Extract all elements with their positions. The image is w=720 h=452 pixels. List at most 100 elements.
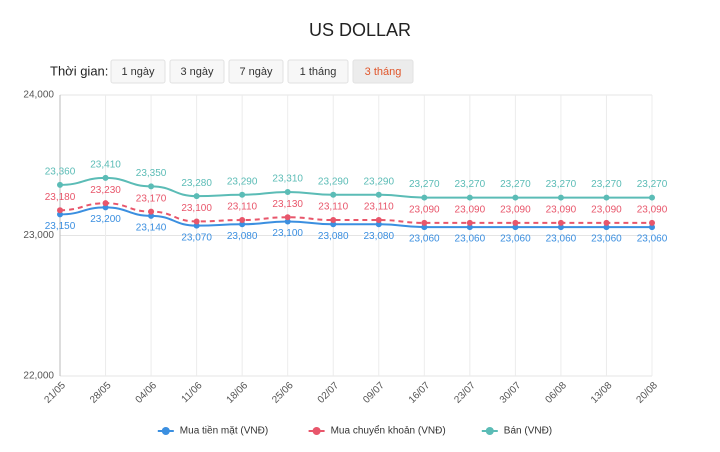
value-label: 23,130 (272, 199, 303, 210)
data-point (330, 221, 337, 228)
legend-marker (161, 427, 170, 435)
data-point (603, 219, 610, 226)
legend-marker (312, 427, 321, 435)
value-label: 23,350 (136, 168, 167, 179)
data-point (284, 218, 291, 225)
data-point (466, 219, 473, 226)
x-tick-label: 06/08 (543, 380, 569, 406)
value-label: 23,270 (500, 179, 531, 190)
value-label: 23,200 (90, 214, 121, 225)
value-label: 23,110 (364, 202, 394, 213)
value-label: 23,080 (363, 231, 394, 242)
data-point (649, 194, 655, 201)
value-label: 23,060 (546, 234, 577, 245)
value-label: 23,270 (591, 179, 622, 190)
x-tick-label: 25/06 (270, 380, 296, 406)
data-point (148, 183, 155, 190)
value-label: 23,170 (136, 193, 167, 204)
value-label: 23,090 (455, 204, 486, 215)
data-point (649, 224, 655, 231)
chart-title: US DOLLAR (309, 20, 411, 40)
value-label: 23,290 (363, 176, 394, 187)
period-button-label[interactable]: 3 ngày (180, 66, 214, 78)
data-point (330, 191, 337, 198)
data-point (57, 181, 63, 188)
value-label: 23,280 (181, 178, 212, 189)
period-button[interactable] (228, 59, 284, 84)
data-point (375, 191, 382, 198)
data-point (421, 194, 428, 201)
value-label: 23,090 (637, 204, 668, 215)
value-label: 23,360 (45, 167, 76, 178)
value-label: 23,100 (181, 203, 212, 214)
data-point (603, 194, 610, 201)
data-point (330, 217, 337, 224)
value-label: 23,060 (591, 234, 622, 245)
x-tick-label: 16/07 (407, 380, 433, 406)
x-tick-label: 09/07 (361, 380, 387, 406)
x-tick-label: 23/07 (452, 380, 478, 406)
period-button[interactable] (287, 59, 349, 84)
data-point (512, 194, 519, 201)
data-point (102, 204, 109, 211)
legend-label: Mua chuyển khoản (VNĐ) (331, 425, 446, 437)
series-line (59, 176, 652, 199)
value-label: 23,270 (637, 179, 668, 190)
value-label: 23,180 (45, 192, 76, 203)
value-label: 23,310 (272, 174, 303, 185)
data-point (102, 174, 109, 181)
value-label: 23,110 (227, 202, 257, 213)
data-point (239, 217, 246, 224)
value-label: 23,080 (318, 231, 349, 242)
value-label: 23,270 (455, 179, 486, 190)
data-point (649, 219, 655, 226)
period-button[interactable] (169, 59, 225, 84)
value-label: 23,100 (272, 228, 303, 239)
value-label: 23,070 (181, 232, 212, 243)
value-label: 23,090 (500, 204, 531, 215)
legend-label: Bán (VNĐ) (504, 426, 552, 437)
data-point (148, 208, 155, 215)
series-line (59, 206, 652, 229)
period-button-label[interactable]: 3 tháng (365, 66, 402, 78)
period-button-label[interactable]: 1 ngày (121, 66, 155, 78)
period-button[interactable] (352, 59, 414, 84)
value-label: 23,230 (90, 185, 121, 196)
data-point (557, 194, 564, 201)
period-label: Thời gian: (50, 63, 108, 78)
value-label: 23,290 (318, 176, 349, 187)
data-point (193, 222, 200, 229)
data-point (148, 212, 155, 219)
value-label: 23,410 (90, 160, 121, 171)
period-button-label[interactable]: 7 ngày (239, 66, 273, 78)
data-point (421, 224, 428, 231)
data-point (239, 191, 246, 198)
x-tick-label: 13/08 (589, 380, 615, 406)
value-label: 23,270 (546, 179, 577, 190)
data-point (512, 224, 519, 231)
x-tick-label: 02/07 (316, 380, 342, 406)
period-button[interactable] (110, 59, 166, 84)
data-point (375, 221, 382, 228)
x-tick-label: 21/05 (43, 380, 69, 406)
value-label: 23,060 (455, 234, 486, 245)
x-tick-label: 30/07 (498, 380, 524, 406)
data-point (57, 211, 63, 218)
y-tick-label: 22,000 (23, 371, 54, 382)
y-tick-label: 23,000 (23, 230, 54, 241)
value-label: 23,270 (409, 179, 440, 190)
data-point (557, 219, 564, 226)
value-label: 23,060 (409, 234, 440, 245)
x-tick-label: 18/06 (225, 380, 251, 406)
value-label: 23,090 (546, 204, 577, 215)
value-label: 23,060 (637, 234, 668, 245)
data-point (466, 224, 473, 231)
data-point (603, 224, 610, 231)
value-label: 23,060 (500, 234, 531, 245)
value-label: 23,090 (409, 204, 440, 215)
period-button-label[interactable]: 1 tháng (300, 66, 337, 78)
legend-label: Mua tiền mặt (VNĐ) (180, 425, 268, 437)
value-label: 23,290 (227, 176, 258, 187)
x-tick-label: 20/08 (635, 380, 661, 406)
